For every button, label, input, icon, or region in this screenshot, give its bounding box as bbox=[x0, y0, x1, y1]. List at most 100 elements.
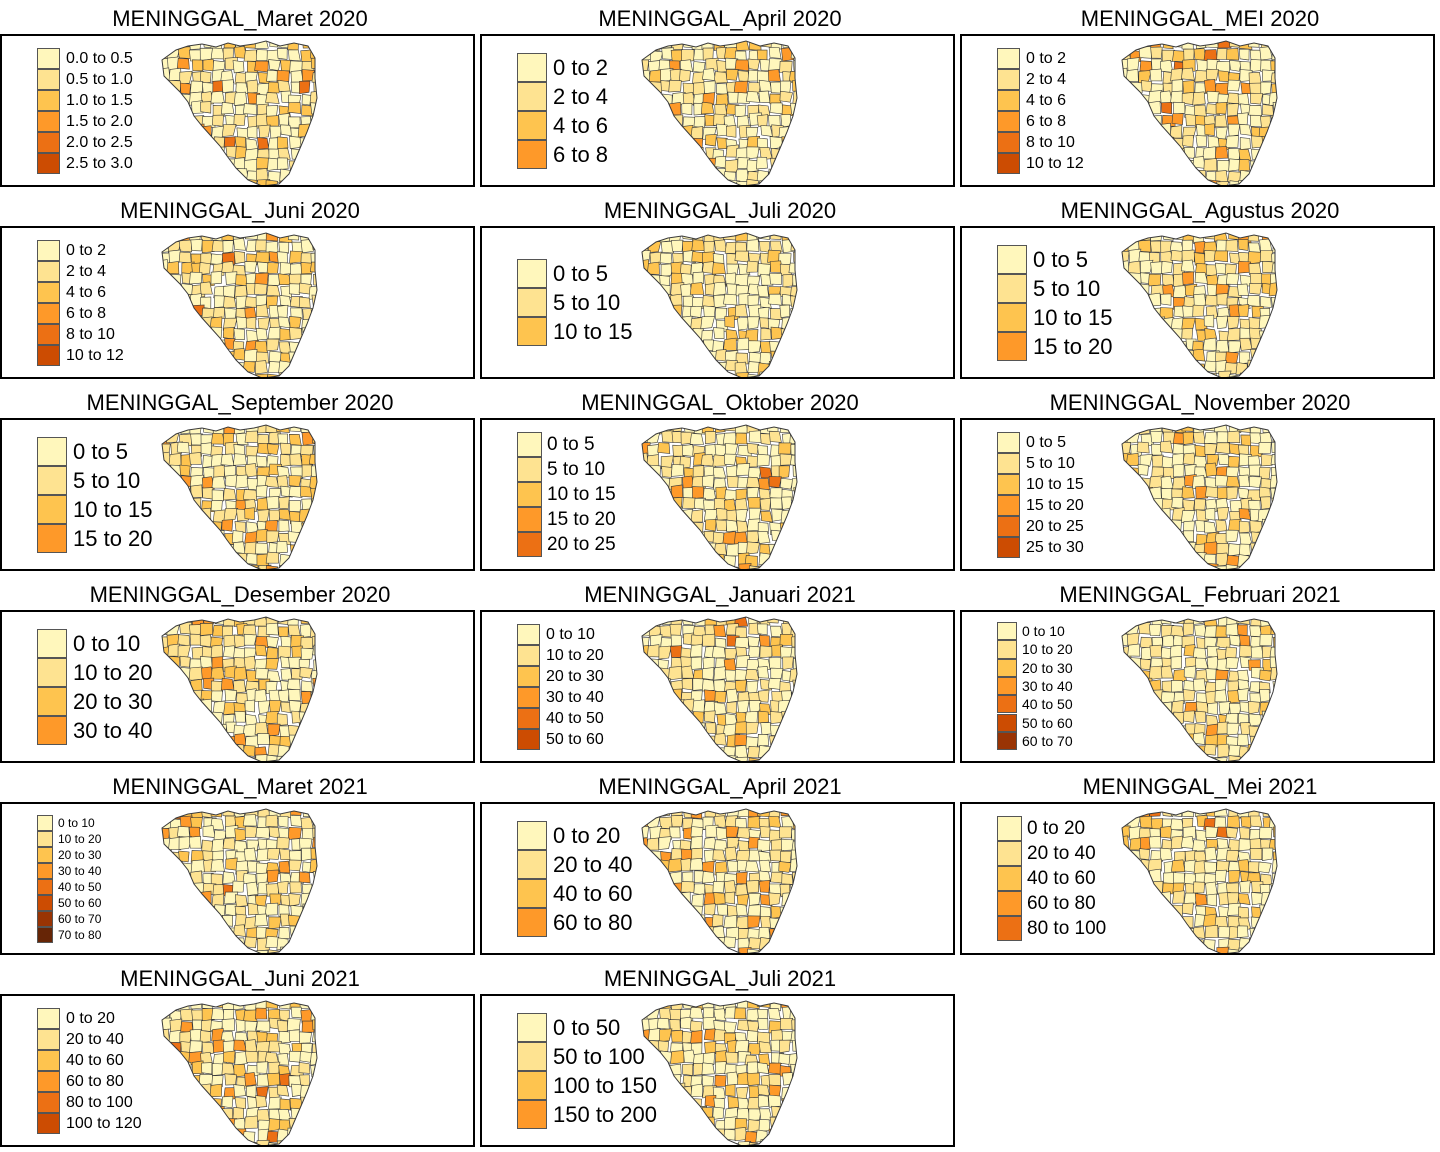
district-region bbox=[779, 90, 793, 103]
district-region bbox=[255, 485, 268, 498]
legend-label: 0 to 2 bbox=[66, 242, 107, 259]
map-panel: MENINGGAL_Maret 2021 0 to 10 10 to 20 20 to… bbox=[0, 768, 480, 960]
district-region bbox=[679, 69, 691, 83]
legend-label: 100 to 150 bbox=[553, 1073, 657, 1098]
legend-label: 0 to 5 bbox=[1033, 247, 1089, 272]
district-region bbox=[287, 102, 302, 114]
district-region bbox=[220, 70, 235, 83]
district-region bbox=[166, 261, 180, 275]
district-region bbox=[1203, 158, 1218, 172]
district-region bbox=[265, 92, 280, 104]
legend-label: 30 to 40 bbox=[58, 864, 102, 878]
legend-swatch bbox=[517, 624, 540, 645]
district-region bbox=[309, 261, 317, 274]
district-region bbox=[277, 136, 289, 150]
legend-swatch bbox=[997, 713, 1017, 732]
district-region bbox=[288, 49, 301, 62]
panel-frame bbox=[480, 802, 955, 955]
panel-frame bbox=[480, 994, 955, 1147]
legend-swatch bbox=[997, 69, 1020, 90]
legend-swatch bbox=[37, 524, 67, 553]
legend-swatch bbox=[517, 850, 547, 879]
legend-swatch bbox=[37, 69, 60, 90]
district-region bbox=[769, 308, 783, 320]
district-region bbox=[1227, 79, 1241, 92]
legend-label: 1.5 to 2.0 bbox=[66, 113, 133, 130]
legend-label: 8 to 10 bbox=[66, 326, 115, 343]
map-panel: MENINGGAL_Februari 2021 0 to 10 10 to 20 20… bbox=[960, 576, 1440, 768]
legend-swatch bbox=[37, 716, 67, 745]
legend-label: 15 to 20 bbox=[73, 526, 153, 551]
panel-title: MENINGGAL_April 2021 bbox=[598, 774, 842, 799]
map-panel: MENINGGAL_MEI 2020 0 to 2 2 to 4 4 to 6 6 to… bbox=[960, 0, 1440, 192]
panel-frame bbox=[960, 226, 1435, 379]
district-region bbox=[1227, 316, 1240, 330]
legend-label: 0 to 20 bbox=[66, 1010, 115, 1027]
district-region bbox=[199, 70, 212, 84]
district-region bbox=[1214, 146, 1229, 159]
map-panel: MENINGGAL_Maret 2020 0.0 to 0.5 0.5 to 1.0… bbox=[0, 0, 480, 192]
district-region bbox=[1238, 149, 1252, 162]
district-region bbox=[1226, 327, 1241, 341]
district-region bbox=[1271, 83, 1277, 96]
legend-label: 20 to 30 bbox=[58, 848, 102, 862]
district-region bbox=[1160, 251, 1174, 264]
district-region bbox=[246, 329, 259, 343]
legend-label: 50 to 60 bbox=[58, 896, 102, 910]
district-region bbox=[1270, 72, 1277, 85]
legend-swatch bbox=[37, 687, 67, 716]
legend-label: 60 to 70 bbox=[58, 912, 102, 926]
map-panel: MENINGGAL_April 2020 0 to 2 2 to 4 4 to 6 6 … bbox=[480, 0, 960, 192]
legend-label: 4 to 6 bbox=[1026, 92, 1067, 109]
legend-label: 80 to 100 bbox=[66, 1094, 133, 1111]
district-region bbox=[221, 101, 235, 115]
panel-title: MENINGGAL_Januari 2021 bbox=[584, 582, 856, 607]
legend-swatch bbox=[517, 82, 547, 111]
legend-label: 2 to 4 bbox=[553, 84, 609, 109]
district-region bbox=[1138, 239, 1152, 253]
legend-swatch bbox=[997, 731, 1017, 751]
legend-label: 0 to 20 bbox=[553, 823, 621, 848]
legend-swatch bbox=[37, 831, 53, 847]
district-region bbox=[242, 489, 258, 501]
district-region bbox=[1225, 135, 1239, 149]
legend-swatch bbox=[37, 345, 60, 366]
legend-swatch bbox=[517, 288, 547, 317]
district-region bbox=[1192, 91, 1206, 106]
legend-label: 20 to 40 bbox=[553, 852, 633, 877]
district-region bbox=[757, 284, 770, 298]
panel-title: MENINGGAL_Februari 2021 bbox=[1059, 582, 1341, 607]
legend-label: 10 to 20 bbox=[58, 832, 102, 846]
map-panel: MENINGGAL_Oktober 2020 0 to 5 5 to 10 10 to… bbox=[480, 384, 960, 576]
panel-title: MENINGGAL_Juni 2020 bbox=[120, 198, 360, 223]
district-region bbox=[210, 271, 223, 285]
district-region bbox=[310, 57, 317, 70]
legend-label: 10 to 15 bbox=[553, 319, 633, 344]
district-region bbox=[1192, 304, 1205, 317]
district-region bbox=[1180, 67, 1195, 81]
legend-swatch bbox=[997, 48, 1020, 69]
legend-label: 40 to 60 bbox=[1027, 868, 1096, 889]
legend-label: 4 to 6 bbox=[553, 113, 609, 138]
panel-title: MENINGGAL_Oktober 2020 bbox=[581, 390, 859, 415]
district-region bbox=[223, 487, 237, 501]
legend-swatch bbox=[37, 863, 53, 879]
legend-label: 6 to 8 bbox=[1026, 113, 1067, 130]
legend-swatch bbox=[37, 911, 53, 927]
city-boundary bbox=[1121, 232, 1278, 379]
legend-swatch bbox=[517, 821, 547, 850]
district-region bbox=[1239, 137, 1251, 150]
map-panel: MENINGGAL_September 2020 0 to 5 5 to 10 10 … bbox=[0, 384, 480, 576]
district-region bbox=[298, 296, 311, 309]
district-region bbox=[1204, 123, 1215, 137]
district-region bbox=[290, 307, 303, 320]
legend-label: 0 to 5 bbox=[553, 261, 609, 286]
district-region bbox=[1237, 239, 1249, 251]
district-region bbox=[1203, 360, 1217, 373]
district-region bbox=[746, 260, 759, 273]
district-region bbox=[1159, 90, 1173, 104]
legend-swatch bbox=[997, 916, 1022, 941]
district-region bbox=[1215, 101, 1228, 115]
panel-title: MENINGGAL_September 2020 bbox=[86, 390, 394, 415]
district-region bbox=[1206, 68, 1219, 81]
